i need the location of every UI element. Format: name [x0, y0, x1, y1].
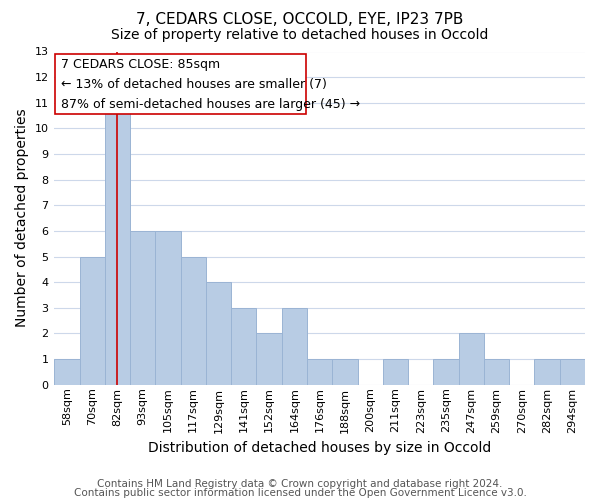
- FancyBboxPatch shape: [55, 54, 306, 114]
- Bar: [383, 359, 408, 385]
- Y-axis label: Number of detached properties: Number of detached properties: [15, 109, 29, 328]
- Bar: [231, 308, 256, 385]
- Text: Size of property relative to detached houses in Occold: Size of property relative to detached ho…: [112, 28, 488, 42]
- Bar: [535, 359, 560, 385]
- Bar: [433, 359, 458, 385]
- Text: 7 CEDARS CLOSE: 85sqm: 7 CEDARS CLOSE: 85sqm: [61, 58, 220, 71]
- Bar: [560, 359, 585, 385]
- Bar: [155, 231, 181, 385]
- Text: Contains HM Land Registry data © Crown copyright and database right 2024.: Contains HM Land Registry data © Crown c…: [97, 479, 503, 489]
- Bar: [80, 256, 105, 385]
- Text: ← 13% of detached houses are smaller (7): ← 13% of detached houses are smaller (7): [61, 78, 326, 91]
- Bar: [307, 359, 332, 385]
- Text: Contains public sector information licensed under the Open Government Licence v3: Contains public sector information licen…: [74, 488, 526, 498]
- Text: 87% of semi-detached houses are larger (45) →: 87% of semi-detached houses are larger (…: [61, 98, 359, 111]
- Bar: [282, 308, 307, 385]
- Bar: [54, 359, 80, 385]
- Bar: [484, 359, 509, 385]
- Bar: [256, 334, 282, 385]
- Bar: [332, 359, 358, 385]
- Bar: [181, 256, 206, 385]
- Bar: [130, 231, 155, 385]
- X-axis label: Distribution of detached houses by size in Occold: Distribution of detached houses by size …: [148, 441, 491, 455]
- Bar: [206, 282, 231, 385]
- Bar: [105, 103, 130, 385]
- Bar: [458, 334, 484, 385]
- Text: 7, CEDARS CLOSE, OCCOLD, EYE, IP23 7PB: 7, CEDARS CLOSE, OCCOLD, EYE, IP23 7PB: [136, 12, 464, 28]
